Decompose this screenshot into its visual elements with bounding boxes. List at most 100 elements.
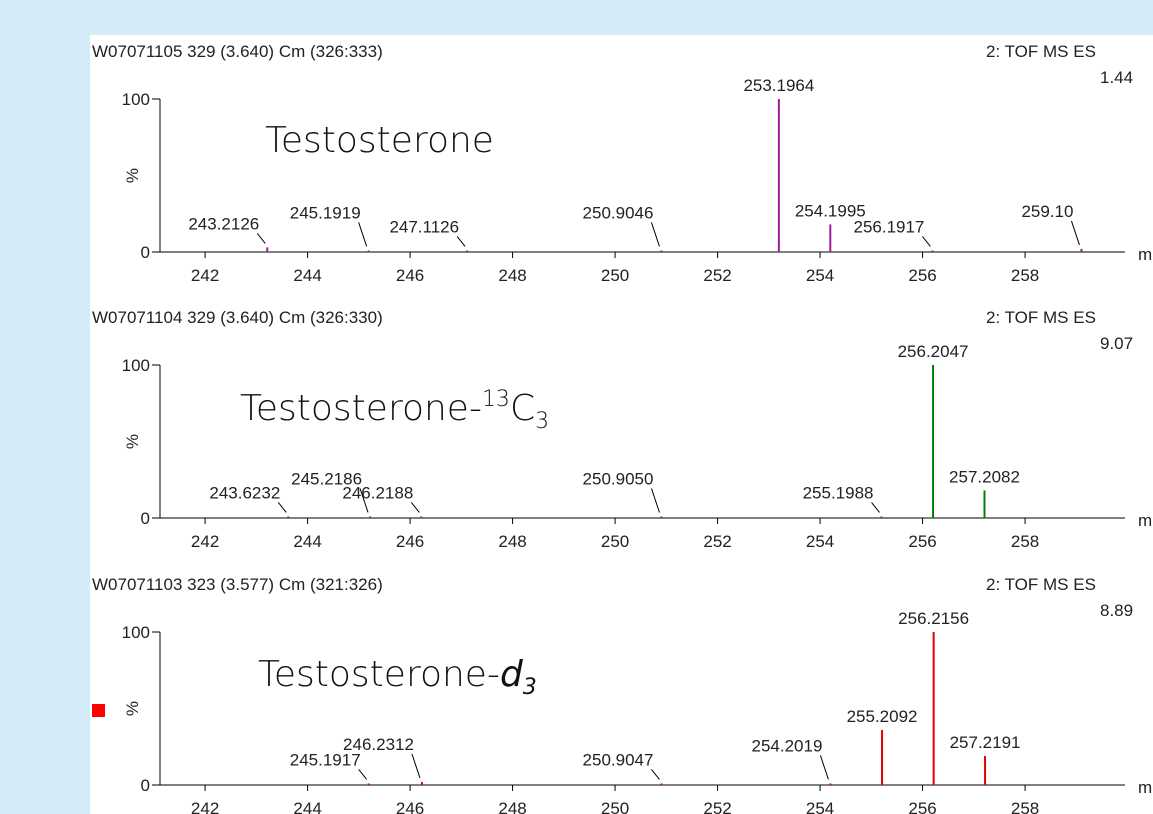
y-tick-label: 100 <box>122 623 150 642</box>
peak-label: 245.1917 <box>290 750 361 769</box>
leader <box>871 502 880 513</box>
compound-name: Testosterone <box>265 120 494 161</box>
panel <box>90 35 1153 814</box>
y-tick-label: 0 <box>141 509 150 528</box>
instrument: 2: TOF MS ES <box>986 308 1096 327</box>
x-tick-label: 256 <box>908 266 936 285</box>
peak-label: 256.1917 <box>853 217 924 236</box>
instrument: 2: TOF MS ES <box>986 575 1096 594</box>
x-tick-label: 250 <box>601 266 629 285</box>
x-tick-label: 254 <box>806 266 834 285</box>
leader <box>650 488 660 513</box>
peak-label: 247.1126 <box>389 217 459 236</box>
x-tick-label: 248 <box>498 799 526 814</box>
peak-label: 250.9046 <box>583 203 654 222</box>
peak-label: 243.2126 <box>188 214 259 233</box>
leader <box>358 222 368 247</box>
intensity: 9.07 <box>1100 334 1133 353</box>
x-tick-label: 254 <box>806 799 834 814</box>
peak-label: 255.2092 <box>847 707 918 726</box>
leader <box>277 502 287 513</box>
intensity: 8.89 <box>1100 601 1133 620</box>
x-tick-label: 244 <box>293 266 321 285</box>
peak-label: 250.9050 <box>583 469 654 488</box>
compound: Testosterone-d3 <box>258 654 537 700</box>
leader <box>922 236 931 247</box>
x-tick-label: 242 <box>191 266 219 285</box>
x-tick-label: 246 <box>396 532 424 551</box>
leader <box>1070 220 1080 246</box>
y-tick-label: 100 <box>122 356 150 375</box>
compound-element: C <box>510 388 535 429</box>
compound-sub: 3 <box>523 675 537 700</box>
leader <box>256 233 266 244</box>
peak-label: 255.1988 <box>803 483 874 502</box>
header: W07071103 323 (3.577) Cm (321:326) <box>92 575 383 594</box>
x-label: m <box>1138 245 1152 264</box>
compound-sub: 3 <box>535 409 549 434</box>
y-tick-label: 0 <box>141 243 150 262</box>
x-tick-label: 256 <box>908 799 936 814</box>
peak-label: 245.2186 <box>291 469 362 488</box>
leader <box>410 502 420 513</box>
x-tick-label: 248 <box>498 532 526 551</box>
compound: Testosterone <box>265 120 494 161</box>
leader <box>819 755 829 780</box>
x-tick-label: 244 <box>293 799 321 814</box>
peak-label: 250.9047 <box>583 750 654 769</box>
x-tick-label: 242 <box>191 799 219 814</box>
peak-label: 257.2191 <box>950 733 1021 752</box>
x-label: m <box>1138 778 1152 797</box>
peak-label: 254.1995 <box>795 201 866 220</box>
x-tick-label: 252 <box>703 799 731 814</box>
leader <box>651 769 660 780</box>
peak-label: 259.10 <box>1021 202 1073 221</box>
peak-label: 256.2047 <box>898 342 969 361</box>
peak-label: 246.2312 <box>343 735 414 754</box>
compound-name: Testosterone- <box>240 388 482 429</box>
compound-sup: 13 <box>482 387 510 412</box>
x-tick-label: 246 <box>396 799 424 814</box>
header: W07071104 329 (3.640) Cm (326:330) <box>92 308 383 327</box>
leader <box>358 769 368 780</box>
y-label: % <box>123 434 142 449</box>
x-tick-label: 258 <box>1011 799 1039 814</box>
x-tick-label: 258 <box>1011 266 1039 285</box>
leader <box>456 236 466 247</box>
compound-name: Testosterone- <box>258 654 500 695</box>
peak-label: 254.2019 <box>752 736 823 755</box>
peak-label: 253.1964 <box>743 76 814 95</box>
x-tick-label: 252 <box>703 532 731 551</box>
x-tick-label: 258 <box>1011 532 1039 551</box>
x-tick-label: 248 <box>498 266 526 285</box>
x-tick-label: 252 <box>703 266 731 285</box>
x-tick-label: 256 <box>908 532 936 551</box>
leader <box>650 222 660 247</box>
x-tick-label: 242 <box>191 532 219 551</box>
y-tick-label: 0 <box>141 776 150 795</box>
peak-label: 245.1919 <box>290 203 361 222</box>
x-tick-label: 246 <box>396 266 424 285</box>
header: W07071105 329 (3.640) Cm (326:333) <box>92 42 383 61</box>
intensity: 1.44 <box>1100 68 1133 87</box>
x-tick-label: 254 <box>806 532 834 551</box>
compound: Testosterone-13C3 <box>240 387 549 434</box>
y-tick-label: 100 <box>122 90 150 109</box>
instrument: 2: TOF MS ES <box>986 42 1096 61</box>
peak-label: 257.2082 <box>949 467 1020 486</box>
y-label: % <box>123 168 142 183</box>
peak-label: 256.2156 <box>898 609 969 628</box>
x-tick-label: 250 <box>601 799 629 814</box>
x-tick-label: 244 <box>293 532 321 551</box>
y-label: % <box>123 701 142 716</box>
marker <box>92 704 105 717</box>
x-tick-label: 250 <box>601 532 629 551</box>
x-label: m <box>1138 511 1152 530</box>
leader <box>359 488 369 513</box>
peak-label: 243.6232 <box>209 483 280 502</box>
compound-italic: d <box>500 654 524 695</box>
leader <box>411 753 421 779</box>
peak-label: 246.2188 <box>342 483 413 502</box>
